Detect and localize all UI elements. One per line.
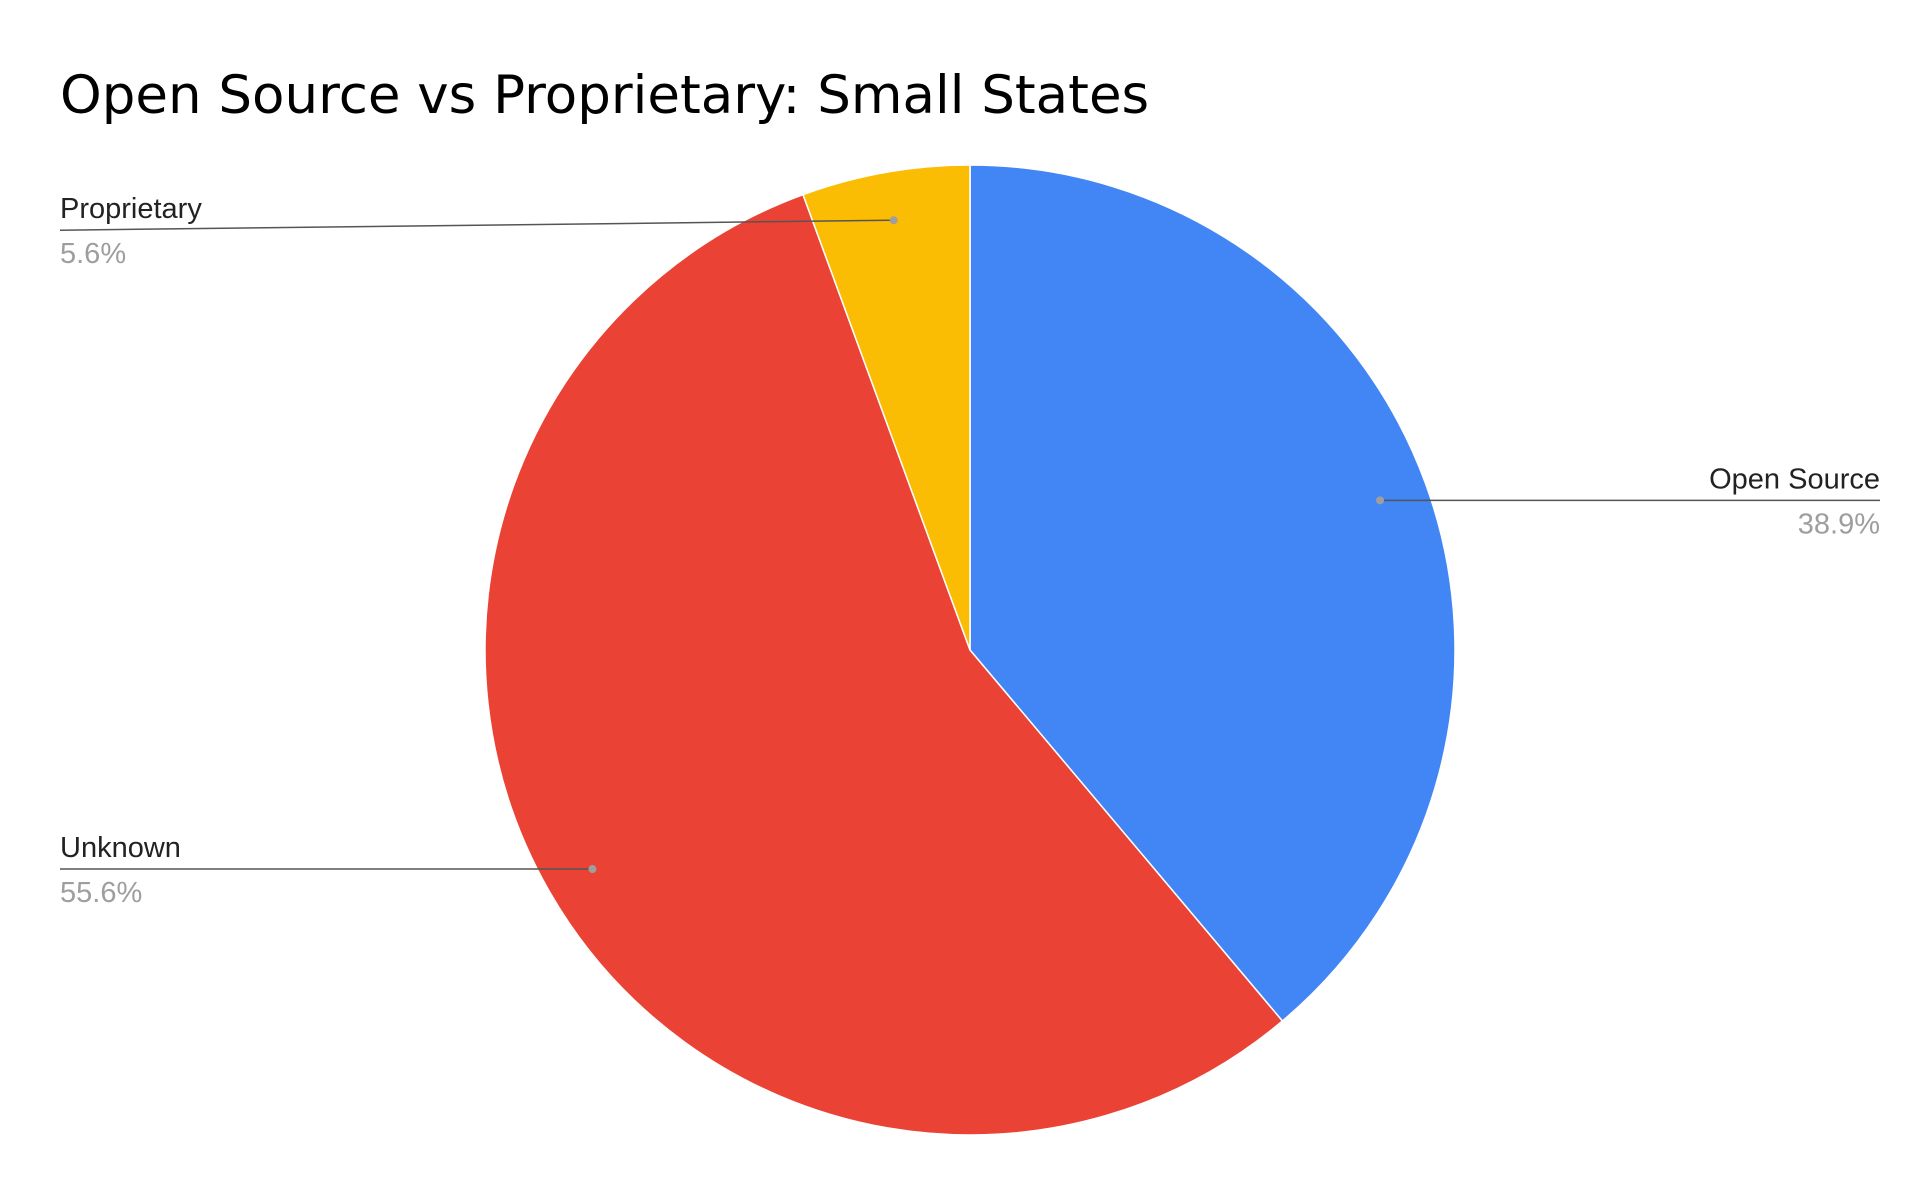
leader-dot-proprietary	[889, 216, 898, 225]
slice-label-unknown: Unknown	[60, 832, 181, 864]
slice-label-group-open-source: Open Source 38.9%	[1376, 463, 1880, 540]
slice-labels: Open Source 38.9% Unknown 55.6% Proprietary 5…	[59, 193, 1880, 909]
leader-line-proprietary	[59, 219, 894, 231]
slice-label-group-proprietary: Proprietary 5.6%	[59, 193, 898, 270]
slice-label-open-source: Open Source	[1709, 463, 1880, 495]
pie-slice-unknown	[484, 193, 1284, 1136]
slice-value-proprietary: 5.6%	[60, 238, 126, 270]
pie-slices	[484, 164, 1456, 1136]
leader-dot-unknown	[588, 865, 597, 874]
pie-slice-proprietary	[802, 164, 971, 651]
leader-dot-open-source	[1376, 496, 1385, 505]
chart-title: Open Source vs Proprietary: Small States	[60, 65, 1149, 126]
slice-label-group-unknown: Unknown 55.6%	[60, 832, 597, 909]
slice-label-proprietary: Proprietary	[60, 193, 202, 225]
pie-slice-open-source	[969, 164, 1456, 1023]
slice-value-open-source: 38.9%	[1798, 508, 1880, 540]
slice-value-unknown: 55.6%	[60, 877, 142, 909]
